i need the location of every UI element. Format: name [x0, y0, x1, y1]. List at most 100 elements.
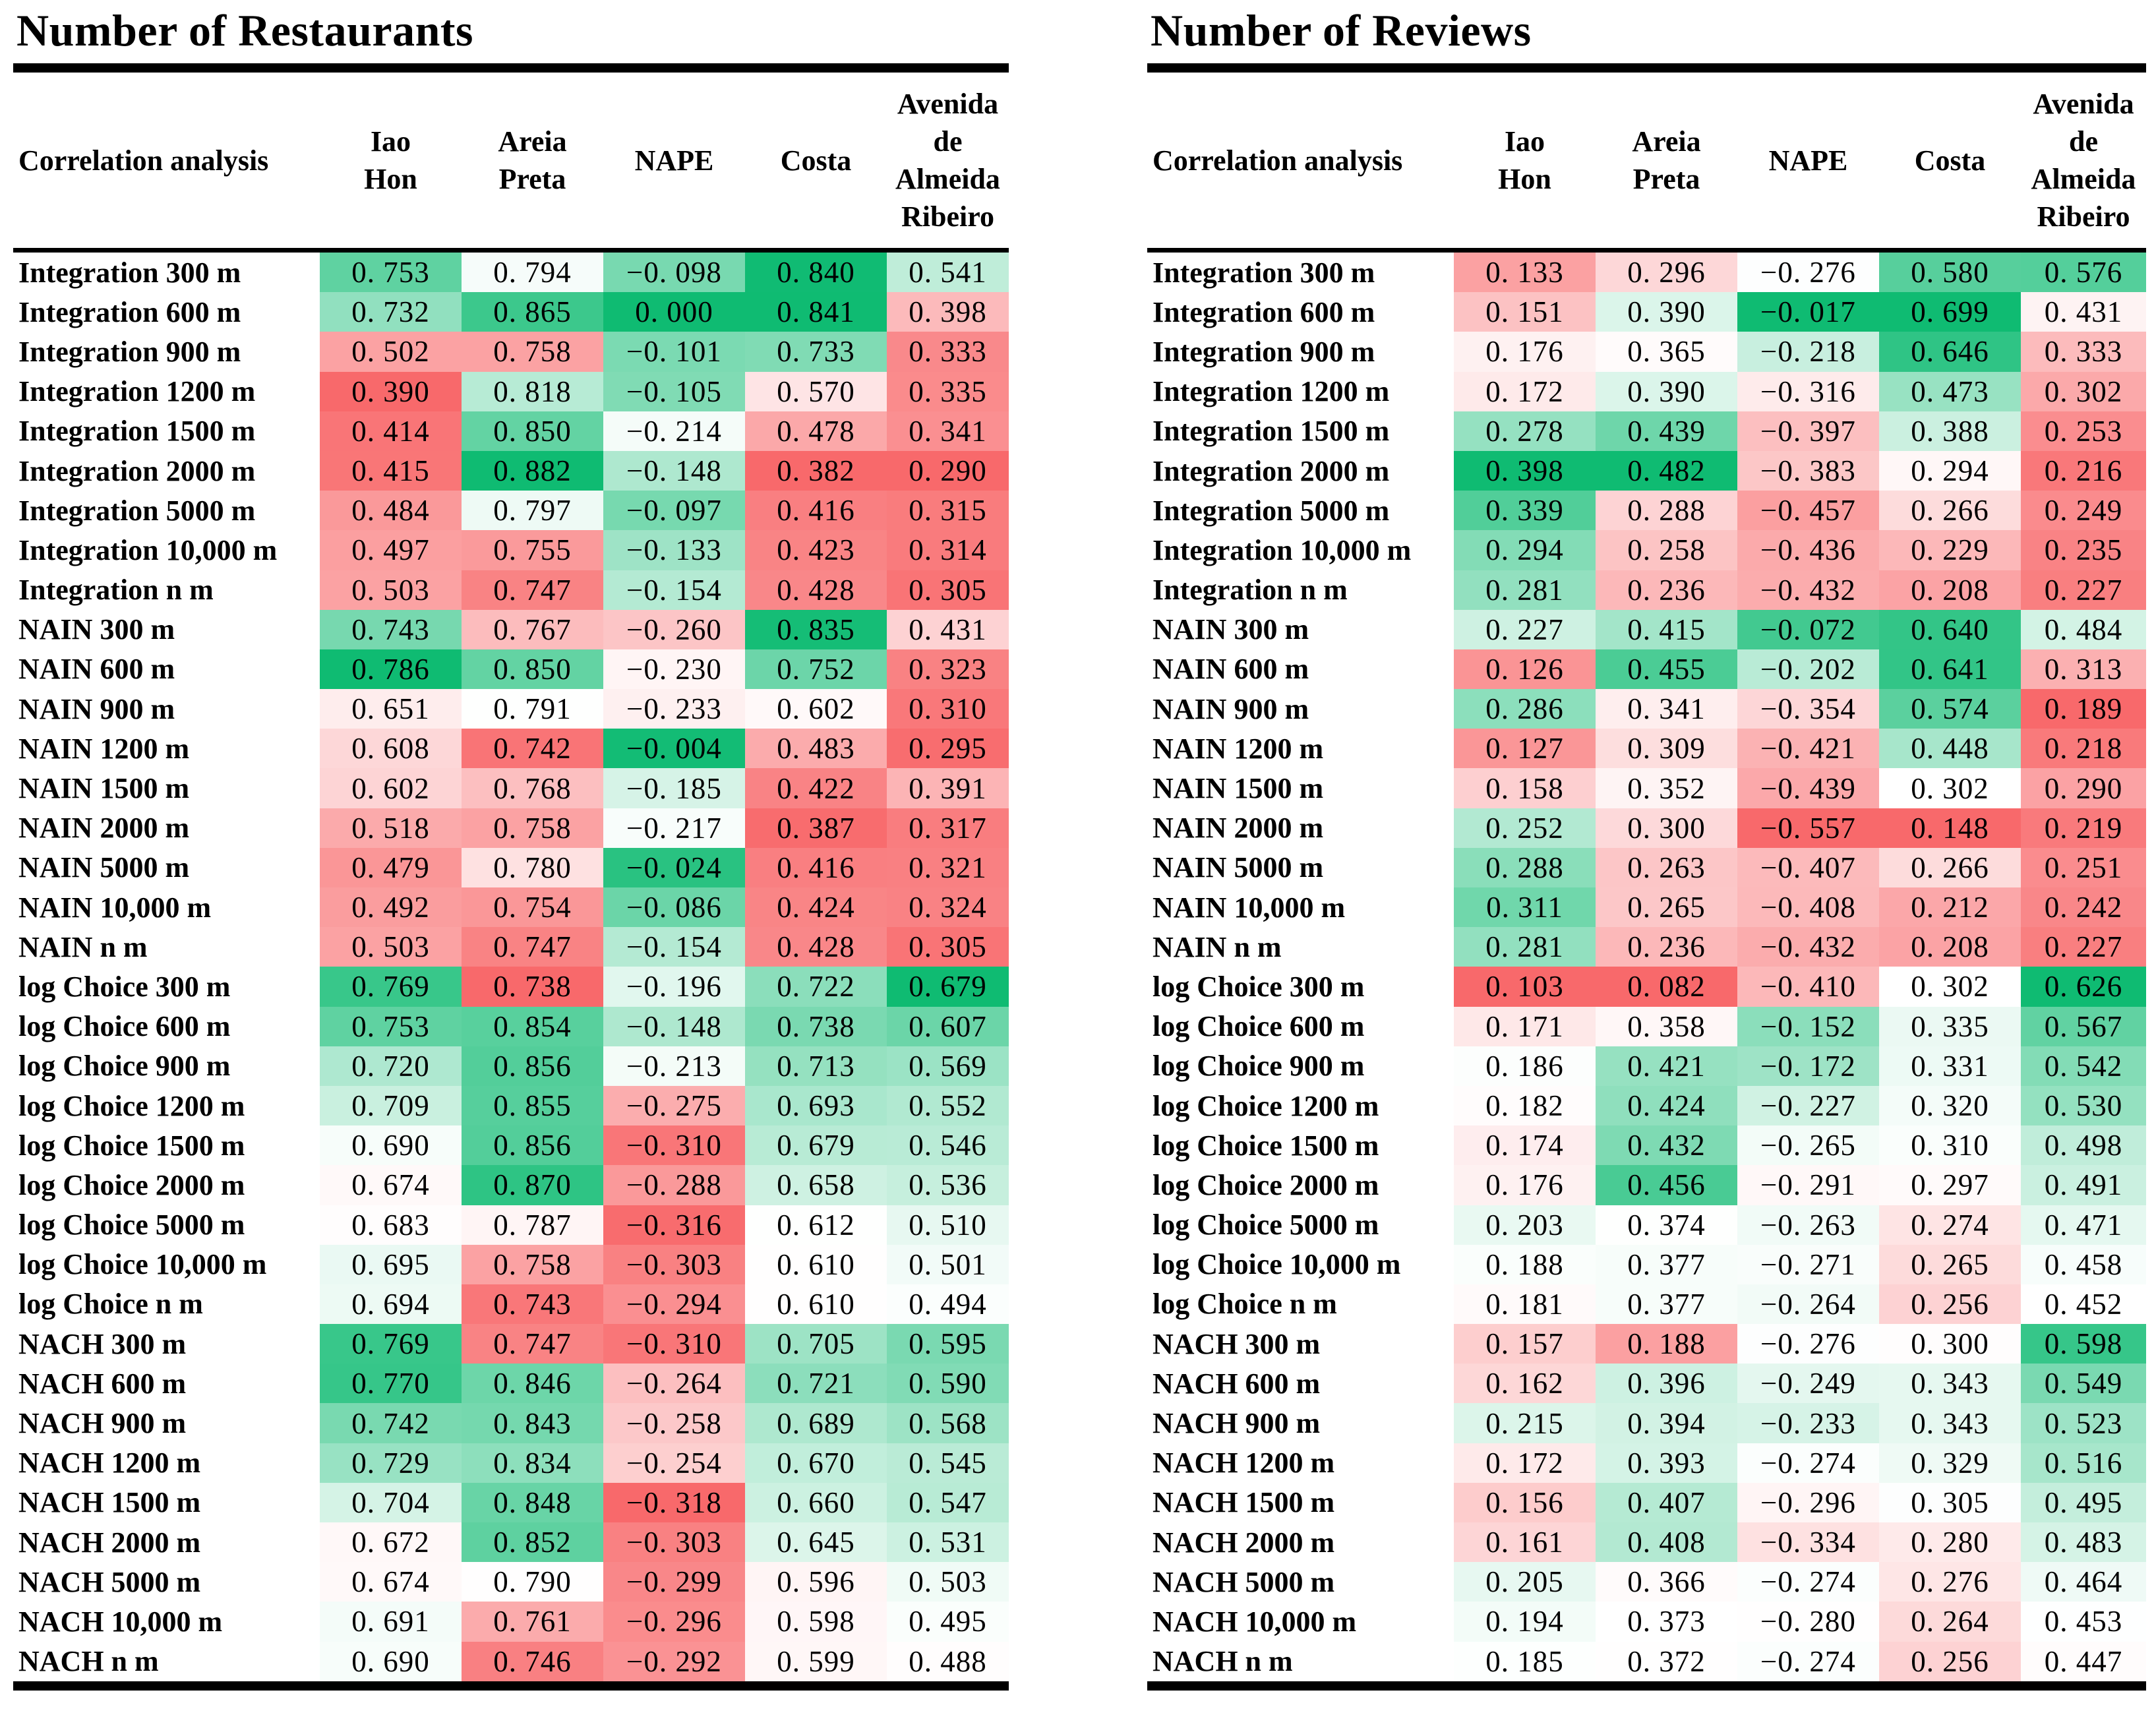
value-cell: 0. 251: [2021, 847, 2146, 887]
value-cell: 0. 720: [320, 1046, 462, 1086]
value-cell: 0. 768: [462, 768, 603, 808]
value-cell: −0. 004: [603, 729, 745, 769]
row-label: NACH 600 m: [1147, 1364, 1454, 1404]
value-cell: −0. 260: [603, 609, 745, 649]
value-cell: 0. 216: [2021, 450, 2146, 491]
value-cell: 0. 305: [887, 927, 1009, 967]
column-header: Costa: [1914, 144, 1986, 177]
table-row: log Choice 5000 m 0. 683 0. 787 −0. 316 0. 6…: [13, 1205, 1009, 1245]
row-label: NAIN 900 m: [13, 689, 320, 729]
value-cell: 0. 738: [745, 1006, 887, 1046]
value-cell: 0. 850: [462, 411, 603, 451]
header-row: Correlation analysis Iao Hon Areia Preta NAP…: [13, 73, 1009, 248]
row-label: NACH 2000 m: [1147, 1522, 1454, 1563]
value-cell: 0. 846: [462, 1364, 603, 1404]
value-cell: 0. 321: [887, 847, 1009, 887]
value-cell: 0. 536: [887, 1165, 1009, 1205]
value-cell: 0. 691: [320, 1602, 462, 1642]
value-cell: 0. 253: [2021, 411, 2146, 451]
row-label: NACH n m: [13, 1641, 320, 1681]
table-row: NACH n m 0. 185 0. 372 −0. 274 0. 256 0. 447: [1147, 1641, 2146, 1681]
value-cell: 0. 679: [745, 1125, 887, 1166]
value-cell: 0. 567: [2021, 1006, 2146, 1046]
value-cell: 0. 848: [462, 1482, 603, 1522]
row-label: NACH 5000 m: [13, 1562, 320, 1602]
value-cell: −0. 249: [1737, 1364, 1879, 1404]
value-cell: 0. 176: [1454, 1165, 1596, 1205]
row-label: Integration 1200 m: [1147, 371, 1454, 411]
column-header: NAPE: [634, 144, 714, 177]
table-row: log Choice 1500 m 0. 690 0. 856 −0. 310 0. 6…: [13, 1125, 1009, 1166]
value-cell: 0. 791: [462, 689, 603, 729]
value-cell: 0. 658: [745, 1165, 887, 1205]
value-cell: 0. 265: [1596, 887, 1737, 928]
value-cell: 0. 382: [745, 450, 887, 491]
value-cell: 0. 854: [462, 1006, 603, 1046]
row-label: NAIN n m: [1147, 927, 1454, 967]
table-row: Integration 900 m 0. 176 0. 365 −0. 218 0. 6…: [1147, 332, 2146, 372]
row-label: NACH 1500 m: [1147, 1482, 1454, 1522]
value-cell: 0. 309: [1596, 729, 1737, 769]
row-label: log Choice 2000 m: [13, 1165, 320, 1205]
value-cell: 0. 761: [462, 1602, 603, 1642]
table-row: NACH 300 m 0. 769 0. 747 −0. 310 0. 705 0. 59…: [13, 1324, 1009, 1364]
value-cell: 0. 174: [1454, 1125, 1596, 1166]
value-cell: 0. 498: [2021, 1125, 2146, 1166]
value-cell: 0. 415: [1596, 609, 1737, 649]
value-cell: 0. 840: [745, 253, 887, 293]
value-cell: 0. 127: [1454, 729, 1596, 769]
value-cell: 0. 296: [1596, 253, 1737, 293]
value-cell: 0. 721: [745, 1364, 887, 1404]
value-cell: 0. 610: [745, 1244, 887, 1284]
row-label: Integration 600 m: [1147, 292, 1454, 332]
row-label: NACH 900 m: [1147, 1403, 1454, 1443]
value-cell: 0. 602: [320, 768, 462, 808]
value-cell: 0. 208: [1879, 570, 2021, 610]
value-cell: −0. 265: [1737, 1125, 1879, 1166]
row-label: Integration 1200 m: [13, 371, 320, 411]
table-row: Integration 1500 m 0. 278 0. 439 −0. 397 0. …: [1147, 411, 2146, 451]
column-header: Avenida de Almeida Ribeiro: [895, 88, 1000, 233]
table-row: NAIN 900 m 0. 286 0. 341 −0. 354 0. 574 0. 18…: [1147, 689, 2146, 729]
value-cell: 0. 281: [1454, 570, 1596, 610]
value-cell: 0. 850: [462, 649, 603, 690]
table-row: NACH 600 m 0. 162 0. 396 −0. 249 0. 343 0. 54…: [1147, 1364, 2146, 1404]
table-row: Integration 1200 m 0. 390 0. 818 −0. 105 0. …: [13, 371, 1009, 411]
title-rule: [1147, 63, 2146, 73]
table-row: NACH 5000 m 0. 674 0. 790 −0. 299 0. 596 0. 5…: [13, 1562, 1009, 1602]
row-label: Integration 300 m: [13, 253, 320, 293]
row-label: log Choice 900 m: [1147, 1046, 1454, 1086]
value-cell: 0. 185: [1454, 1641, 1596, 1681]
value-cell: 0. 473: [1879, 371, 2021, 411]
title-rule: [13, 63, 1009, 73]
row-label: NACH 10,000 m: [1147, 1602, 1454, 1642]
value-cell: −0. 310: [603, 1125, 745, 1166]
value-cell: −0. 154: [603, 570, 745, 610]
value-cell: 0. 258: [1596, 530, 1737, 570]
value-cell: 0. 103: [1454, 967, 1596, 1007]
value-cell: 0. 390: [1596, 371, 1737, 411]
value-cell: −0. 274: [1737, 1562, 1879, 1602]
table-row: NAIN 600 m 0. 786 0. 850 −0. 230 0. 752 0. 32…: [13, 649, 1009, 690]
value-cell: 0. 416: [745, 491, 887, 531]
value-cell: 0. 176: [1454, 332, 1596, 372]
value-cell: −0. 172: [1737, 1046, 1879, 1086]
value-cell: 0. 608: [320, 729, 462, 769]
table-row: log Choice n m 0. 181 0. 377 −0. 264 0. 256 0…: [1147, 1284, 2146, 1325]
table-row: NACH 600 m 0. 770 0. 846 −0. 264 0. 721 0. 59…: [13, 1364, 1009, 1404]
value-cell: 0. 264: [1879, 1602, 2021, 1642]
value-cell: 0. 754: [462, 887, 603, 928]
value-cell: 0. 249: [2021, 491, 2146, 531]
value-cell: 0. 704: [320, 1482, 462, 1522]
table-row: NAIN 900 m 0. 651 0. 791 −0. 233 0. 602 0. 31…: [13, 689, 1009, 729]
value-cell: 0. 713: [745, 1046, 887, 1086]
column-header: NAPE: [1768, 144, 1848, 177]
table-row: NAIN 10,000 m 0. 311 0. 265 −0. 408 0. 212 0.…: [1147, 887, 2146, 928]
value-cell: 0. 545: [887, 1443, 1009, 1483]
table-row: NAIN n m 0. 503 0. 747 −0. 154 0. 428 0. 305: [13, 927, 1009, 967]
value-cell: 0. 674: [320, 1165, 462, 1205]
value-cell: −0. 432: [1737, 570, 1879, 610]
value-cell: 0. 156: [1454, 1482, 1596, 1522]
value-cell: 0. 424: [745, 887, 887, 928]
value-cell: 0. 531: [887, 1522, 1009, 1563]
